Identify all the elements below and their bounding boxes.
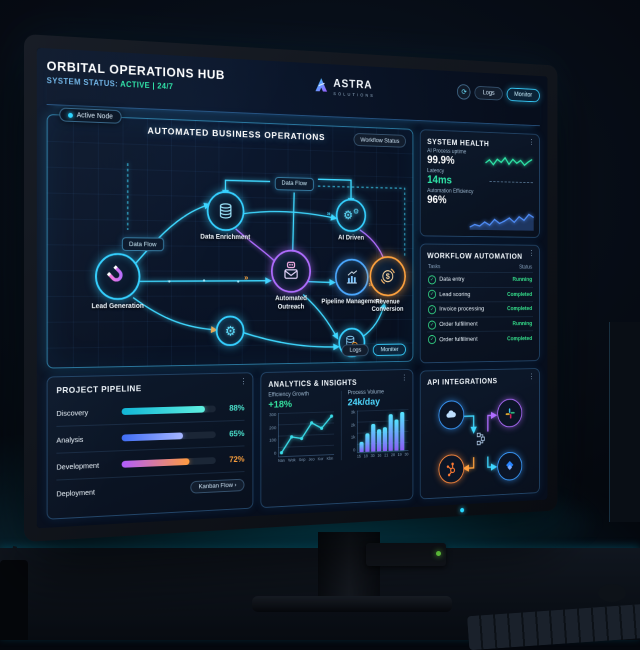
task-row: ✓ Lead scoring Completed (427, 287, 533, 302)
refresh-button[interactable]: ⟳ (457, 84, 471, 100)
active-dot-icon (68, 112, 73, 117)
screen: ORBITAL OPERATIONS HUB SYSTEM STATUS: AC… (37, 48, 548, 529)
logs-button[interactable]: Logs (475, 86, 503, 101)
astra-logo-icon (314, 77, 329, 95)
gears-icon: ⚙ (343, 209, 353, 221)
flow-chevrons: » (244, 272, 249, 281)
status-badge: Running (512, 321, 532, 327)
status-badge: Running (512, 277, 532, 283)
check-icon: ✓ (428, 335, 436, 344)
progress-bar-analysis (122, 432, 184, 441)
status-badge: Completed (507, 335, 532, 342)
data-flow-label-left: Data Flow (122, 237, 164, 251)
efficiency-line-chart (278, 411, 334, 457)
project-pipeline-panel: PROJECT PIPELINE ⋮ Discovery 88% Analysi… (47, 372, 254, 520)
node-process-gear[interactable]: ⚙ (216, 315, 245, 346)
dashboard: ORBITAL OPERATIONS HUB SYSTEM STATUS: AC… (37, 48, 548, 529)
volume-value: 24k/day (348, 395, 409, 408)
database-icon (216, 201, 234, 220)
check-icon: ✓ (428, 290, 436, 299)
gear-icon: ⚙ (225, 324, 236, 337)
desk-device (366, 543, 446, 566)
monitor-stand-base (252, 596, 452, 612)
node-lead-generation[interactable]: Lead Generation (86, 253, 148, 312)
volume-bar-chart (357, 409, 408, 453)
status-value: ACTIVE | 24/7 (120, 80, 173, 91)
dollar-cycle-icon: $ (378, 265, 398, 287)
progress-bar-discovery (122, 405, 205, 414)
status-badge: Completed (507, 306, 532, 312)
workflow-automation-panel: WORKFLOW AUTOMATION ⋮ Tasks Status ✓ Dat… (420, 244, 540, 364)
analytics-panel: ANALYTICS & INSIGHTS ⋮ Efficiency Growth… (260, 369, 413, 508)
gears-icon: ⚙ (353, 208, 359, 215)
progress-bar-development (122, 458, 190, 468)
uptime-sparkline (483, 151, 534, 179)
node-ai-driven[interactable]: ⚙⚙ AI Driven (323, 198, 379, 243)
api-integrations-panel: API INTEGRATIONS ⋮ (420, 368, 540, 499)
data-flow-label-top: Data Flow (274, 177, 313, 191)
menu-dots-icon[interactable]: ⋮ (401, 374, 408, 381)
robot-mail-icon (281, 260, 302, 283)
active-node-badge: Active Node (59, 108, 121, 124)
task-row: ✓ Order fulfillment Running (427, 316, 533, 332)
panel-title: PROJECT PIPELINE (56, 381, 244, 395)
node-data-enrichment[interactable]: Data Enrichment (193, 190, 258, 242)
magnet-icon (106, 264, 131, 290)
panel-title: ANALYTICS & INSIGHTS (268, 377, 406, 389)
status-badge: Completed (507, 291, 532, 297)
task-row: ✓ Order fulfillment Completed (427, 331, 533, 347)
system-health-panel: SYSTEM HEALTH ⋮ AI Process uptime 99.9% … (420, 129, 540, 238)
efficiency-metric-value: 96% (427, 194, 533, 208)
kanban-flow-button[interactable]: Kanban Flow › (190, 478, 244, 493)
check-icon: ✓ (428, 275, 436, 284)
power-led (460, 508, 464, 513)
menu-dots-icon[interactable]: ⋮ (528, 373, 534, 380)
device-led (436, 551, 441, 556)
logo-sub: SOLUTIONS (333, 92, 375, 98)
bar-chart-icon (343, 268, 360, 287)
menu-dots-icon[interactable]: ⋮ (240, 378, 247, 386)
menu-dots-icon[interactable]: ⋮ (528, 250, 534, 257)
efficiency-area-chart (467, 209, 536, 233)
diagram-logs-button[interactable]: Logs (342, 344, 369, 356)
logo-name: ASTRA (333, 76, 372, 91)
task-row: ✓ Invoice processing Completed (427, 301, 533, 316)
mouse[interactable] (598, 584, 626, 602)
connector-nodes-icon (474, 430, 488, 451)
menu-dots-icon[interactable]: ⋮ (528, 139, 534, 146)
diagram-monitor-button[interactable]: Moniter (373, 344, 406, 356)
pen-cup (0, 560, 28, 640)
side-monitor (609, 322, 640, 522)
efficiency-value: +18% (268, 397, 334, 410)
node-revenue-conversion[interactable]: $ Revenue Conversion (360, 256, 415, 315)
monitor-button[interactable]: Monitor (506, 87, 539, 102)
astra-logo: ASTRA SOLUTIONS (314, 74, 375, 98)
automation-diagram-panel: Active Node AUTOMATED BUSINESS OPERATION… (47, 114, 414, 369)
check-icon: ✓ (428, 305, 436, 314)
refresh-icon: ⟳ (461, 88, 466, 96)
svg-text:$: $ (386, 272, 390, 281)
monitor-bezel: ORBITAL OPERATIONS HUB SYSTEM STATUS: AC… (24, 34, 557, 542)
task-row: ✓ Data entry Running (427, 272, 533, 287)
check-icon: ✓ (428, 320, 436, 329)
node-automated-outreach[interactable]: Automated Outreach (262, 250, 319, 312)
